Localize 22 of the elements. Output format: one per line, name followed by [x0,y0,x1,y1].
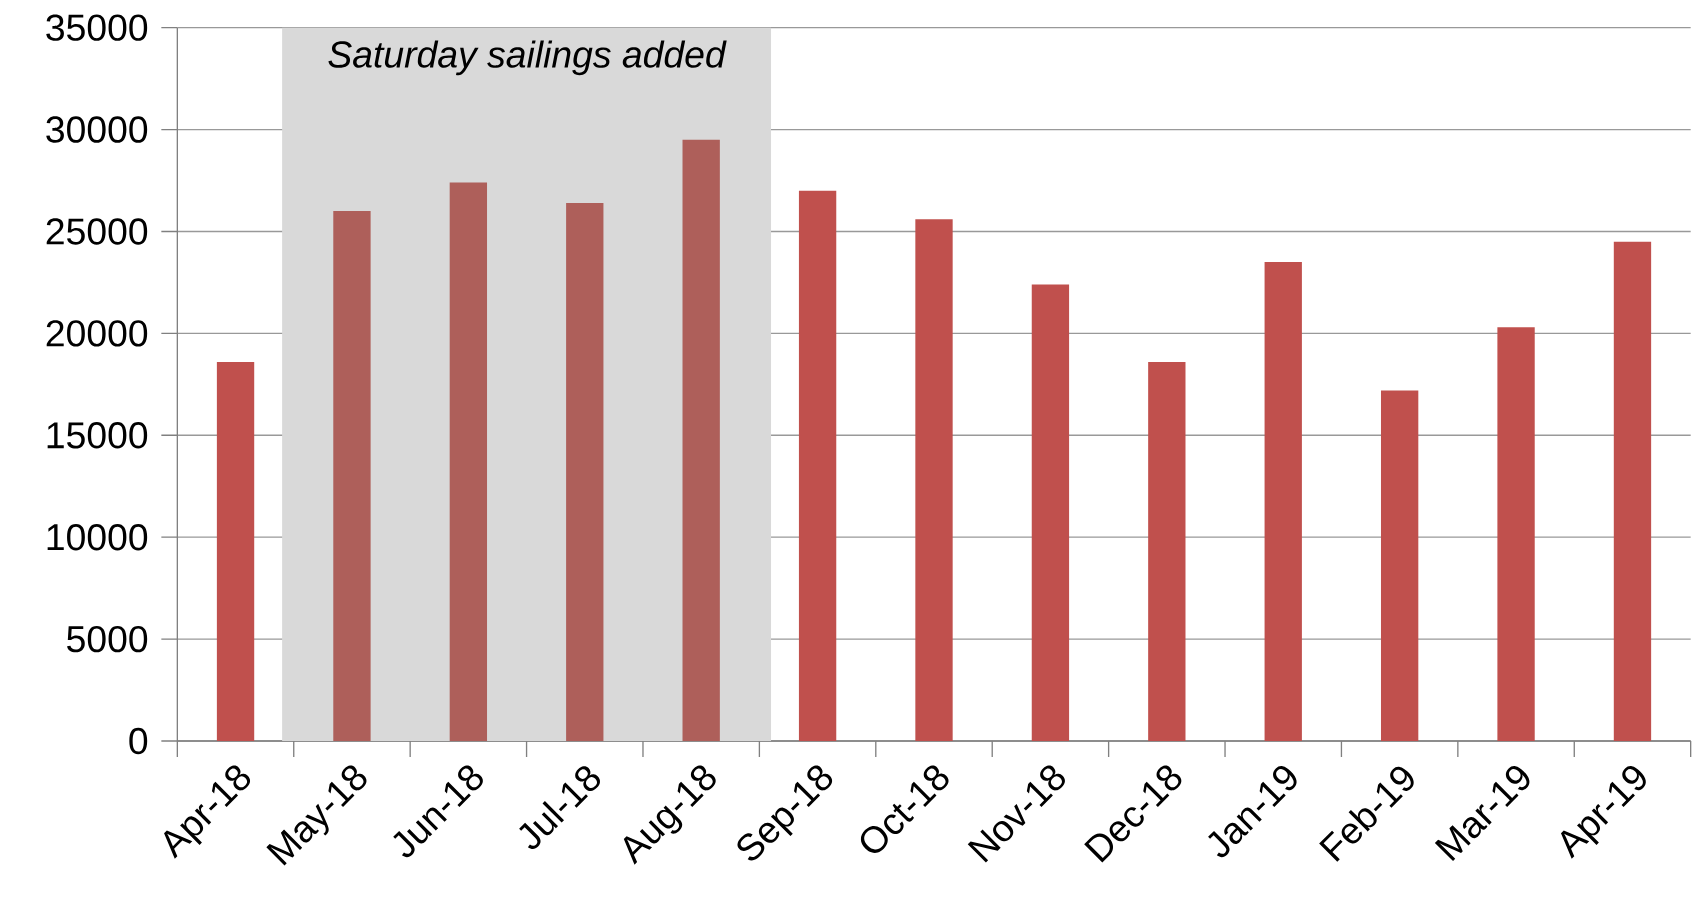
bar [216,361,255,741]
bar [1497,327,1535,741]
y-tick-label: 0 [129,727,148,755]
bar [682,139,720,741]
band-label: Saturday sailings added [328,40,727,76]
bar [1148,361,1186,741]
bar [1613,241,1652,741]
y-tick-label: 35000 [46,14,148,41]
bar [566,202,604,741]
bar [1264,262,1302,741]
bar [798,190,837,741]
y-tick-label: 30000 [46,116,148,143]
bar [915,219,953,741]
bar [449,182,488,741]
bar [1031,284,1070,741]
y-tick-label: 20000 [46,320,148,347]
bar [333,211,371,741]
y-tick-label: 5000 [67,625,148,653]
y-tick-label: 10000 [47,523,148,551]
y-tick-label: 15000 [47,422,148,449]
y-tick-label: 25000 [46,218,148,245]
bar [1380,390,1419,741]
